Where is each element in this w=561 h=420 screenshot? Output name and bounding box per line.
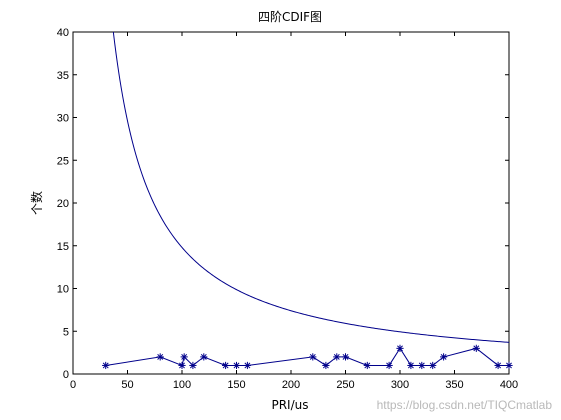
data-point-star-marker	[505, 361, 513, 370]
data-point-star-marker	[232, 361, 241, 370]
data-point-star-marker	[363, 361, 371, 370]
data-point-star-marker	[472, 344, 480, 352]
data-point-star-marker	[309, 353, 317, 361]
series-layer	[102, 31, 513, 370]
y-tick-label: 0	[63, 369, 69, 381]
threshold-curve-line	[112, 31, 510, 343]
data-point-star-marker	[440, 353, 448, 361]
y-axis-label: 个数	[29, 191, 44, 215]
data-point-star-marker	[222, 361, 230, 370]
data-point-star-marker	[341, 353, 350, 361]
data-point-star-marker	[429, 361, 437, 370]
ticks-layer: 0 50 100 150 200 250 300 350 400 0 5 10 15 20 25 30 35 40	[57, 27, 518, 391]
x-tick-label: 100	[173, 379, 191, 391]
data-point-star-marker	[180, 353, 188, 361]
x-tick-label: 400	[500, 379, 518, 391]
y-tick-label: 40	[57, 27, 69, 39]
y-tick-label: 5	[63, 326, 69, 338]
data-point-star-marker	[418, 361, 426, 370]
y-tick-label: 10	[57, 284, 69, 296]
data-point-star-marker	[156, 353, 164, 361]
chart-title: 四阶CDIF图	[258, 10, 322, 24]
data-point-star-marker	[494, 361, 502, 370]
y-tick-label: 35	[57, 70, 69, 82]
x-axis-label: PRI/us	[271, 398, 308, 412]
x-tick-label: 150	[227, 379, 245, 391]
x-tick-label: 250	[336, 379, 354, 391]
y-tick-label: 15	[57, 241, 69, 253]
data-point-star-marker	[189, 361, 197, 370]
data-point-star-marker	[322, 361, 330, 370]
data-point-star-marker	[333, 353, 341, 361]
y-tick-label: 30	[57, 113, 69, 125]
data-point-star-marker	[396, 344, 404, 352]
data-point-star-marker	[102, 361, 110, 370]
data-point-star-marker	[200, 353, 208, 361]
x-tick-label: 200	[282, 379, 300, 391]
x-tick-label: 350	[445, 379, 463, 391]
data-point-star-marker	[407, 361, 415, 370]
watermark-text: https://blog.csdn.net/TIQCmatlab	[377, 398, 553, 412]
x-tick-label: 300	[391, 379, 409, 391]
plot-area	[72, 31, 510, 375]
y-tick-label: 20	[57, 198, 69, 210]
x-tick-label: 0	[70, 379, 76, 391]
data-point-star-marker	[385, 361, 393, 370]
y-tick-label: 25	[57, 155, 69, 167]
data-point-star-marker	[243, 361, 251, 370]
x-tick-label: 50	[121, 379, 133, 391]
data-point-star-marker	[178, 361, 186, 370]
